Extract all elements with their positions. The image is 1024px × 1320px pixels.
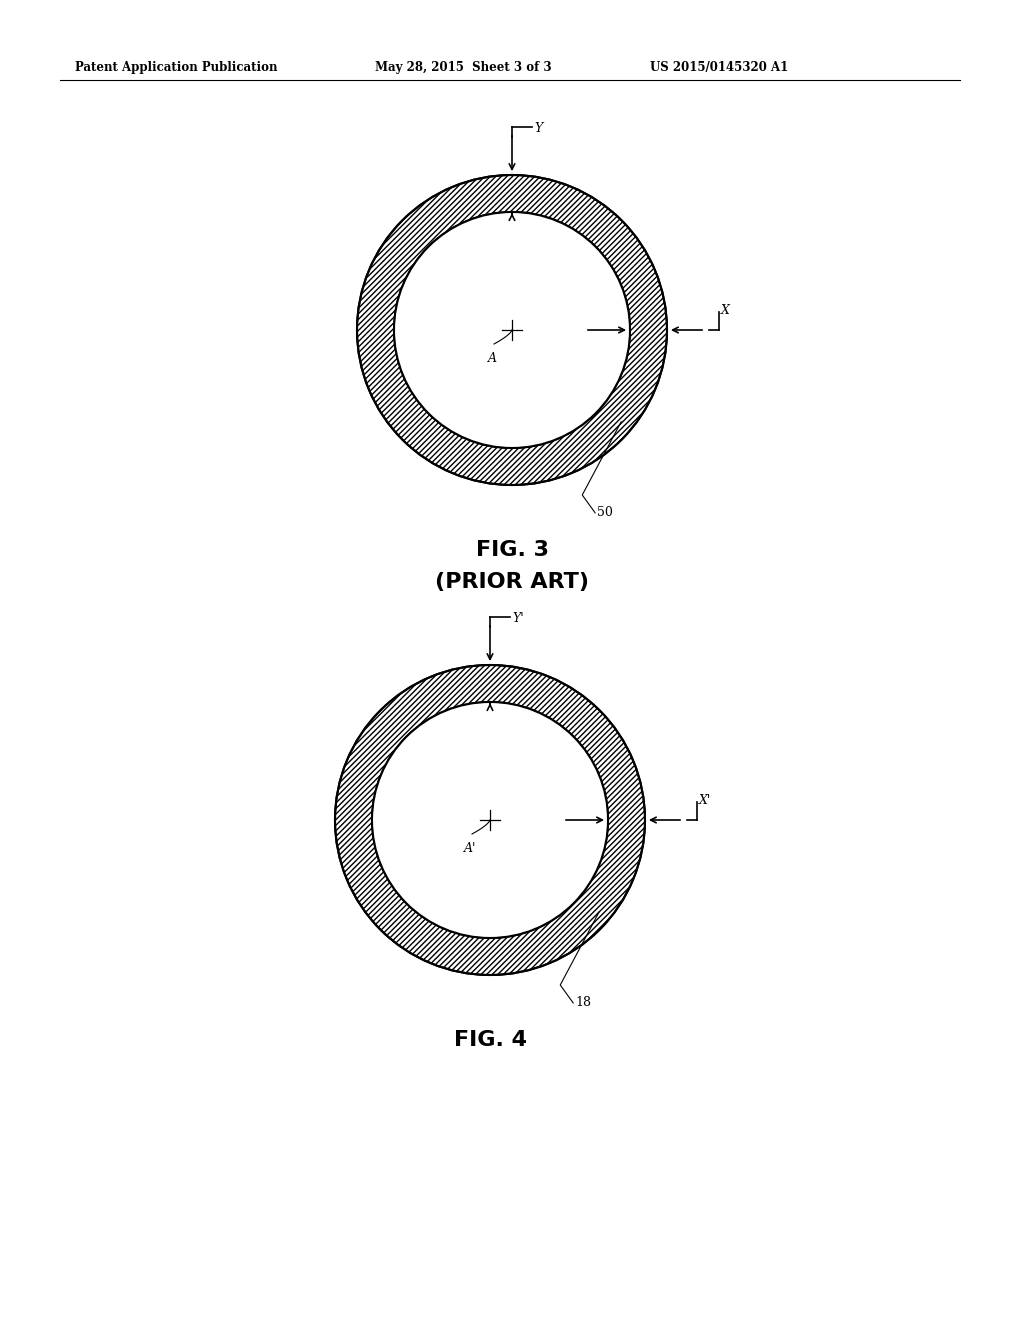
Text: X': X'	[699, 793, 712, 807]
Wedge shape	[357, 176, 667, 484]
Text: Patent Application Publication: Patent Application Publication	[75, 62, 278, 74]
Text: FIG. 3: FIG. 3	[475, 540, 549, 560]
Text: X: X	[721, 304, 730, 317]
Text: Y: Y	[534, 123, 543, 136]
Text: 50: 50	[597, 507, 613, 520]
Text: (PRIOR ART): (PRIOR ART)	[435, 572, 589, 591]
Text: A': A'	[464, 842, 476, 855]
Text: May 28, 2015  Sheet 3 of 3: May 28, 2015 Sheet 3 of 3	[375, 62, 552, 74]
Text: 18: 18	[575, 997, 591, 1010]
Text: Y': Y'	[512, 612, 523, 626]
Text: FIG. 4: FIG. 4	[454, 1030, 526, 1049]
Text: US 2015/0145320 A1: US 2015/0145320 A1	[650, 62, 788, 74]
Circle shape	[372, 702, 608, 939]
Circle shape	[394, 213, 630, 447]
Wedge shape	[335, 665, 645, 975]
Text: A: A	[487, 352, 497, 366]
